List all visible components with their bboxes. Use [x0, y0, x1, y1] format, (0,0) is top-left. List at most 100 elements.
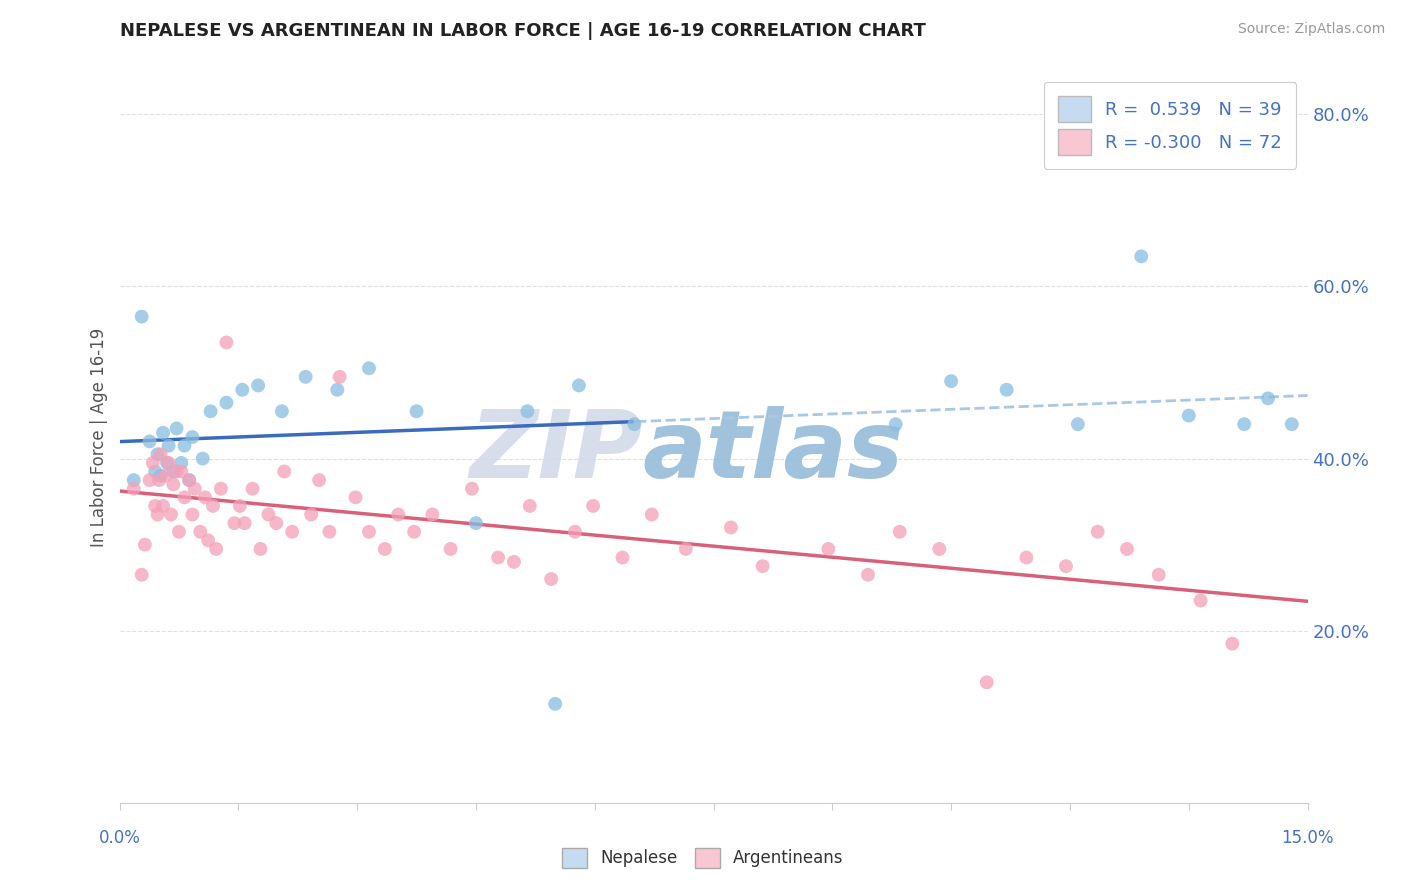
Point [162, 477, 184, 491]
Point [148, 473, 170, 487]
Point [1178, 409, 1201, 423]
Point [170, 465, 193, 479]
Point [191, 451, 214, 466]
Point [623, 417, 645, 432]
Point [344, 491, 367, 505]
Text: NEPALESE VS ARGENTINEAN IN LABOR FORCE | AGE 16-19 CORRELATION CHART: NEPALESE VS ARGENTINEAN IN LABOR FORCE |… [120, 22, 925, 40]
Point [200, 404, 222, 418]
Point [939, 374, 962, 388]
Point [404, 524, 426, 539]
Point [173, 439, 195, 453]
Point [486, 550, 509, 565]
Point [439, 541, 461, 556]
Point [201, 499, 224, 513]
Point [146, 447, 169, 461]
Point [568, 378, 591, 392]
Point [152, 425, 174, 440]
Point [149, 468, 172, 483]
Text: ZIP: ZIP [470, 406, 643, 498]
Point [134, 538, 156, 552]
Point [461, 482, 484, 496]
Point [1130, 249, 1153, 263]
Point [387, 508, 409, 522]
Point [166, 465, 188, 479]
Point [173, 491, 195, 505]
Point [156, 456, 179, 470]
Point [131, 310, 153, 324]
Point [197, 533, 219, 548]
Point [247, 378, 270, 392]
Point [1054, 559, 1077, 574]
Point [229, 499, 252, 513]
Point [1220, 637, 1243, 651]
Point [166, 421, 188, 435]
Point [308, 473, 330, 487]
Point [1147, 567, 1170, 582]
Point [1189, 593, 1212, 607]
Point [675, 541, 697, 556]
Point [564, 524, 586, 539]
Point [146, 508, 169, 522]
Point [143, 499, 166, 513]
Point [856, 567, 879, 582]
Point [544, 697, 567, 711]
Point [224, 516, 246, 530]
Point [155, 468, 177, 483]
Point [582, 499, 605, 513]
Point [503, 555, 526, 569]
Point [326, 383, 349, 397]
Legend: R =  0.539   N = 39, R = -0.300   N = 72: R = 0.539 N = 39, R = -0.300 N = 72 [1043, 82, 1296, 169]
Point [233, 516, 256, 530]
Point [329, 369, 352, 384]
Point [1257, 392, 1279, 406]
Point [162, 465, 184, 479]
Point [181, 430, 204, 444]
Point [720, 520, 742, 534]
Point [516, 404, 538, 418]
Point [167, 524, 190, 539]
Point [374, 541, 396, 556]
Point [179, 473, 201, 487]
Point [817, 541, 839, 556]
Point [1015, 550, 1038, 565]
Point [357, 361, 380, 376]
Point [464, 516, 488, 530]
Point [205, 541, 228, 556]
Point [519, 499, 541, 513]
Point [209, 482, 232, 496]
Point [641, 508, 664, 522]
Point [273, 465, 295, 479]
Point [405, 404, 427, 418]
Point [976, 675, 998, 690]
Point [1281, 417, 1303, 432]
Point [1233, 417, 1256, 432]
Point [122, 482, 145, 496]
Point [318, 524, 340, 539]
Point [270, 404, 292, 418]
Point [612, 550, 634, 565]
Point [138, 473, 160, 487]
Point [142, 456, 165, 470]
Point [751, 559, 773, 574]
Point [149, 447, 172, 461]
Text: atlas: atlas [643, 406, 904, 498]
Point [889, 524, 911, 539]
Point [143, 465, 166, 479]
Y-axis label: In Labor Force | Age 16-19: In Labor Force | Age 16-19 [90, 327, 108, 547]
Text: 15.0%: 15.0% [1281, 829, 1334, 847]
Point [184, 482, 207, 496]
Point [281, 524, 304, 539]
Point [170, 456, 193, 470]
Point [294, 369, 316, 384]
Point [1087, 524, 1109, 539]
Point [152, 499, 174, 513]
Legend: Nepalese, Argentineans: Nepalese, Argentineans [555, 841, 851, 875]
Point [249, 541, 271, 556]
Text: 0.0%: 0.0% [98, 829, 141, 847]
Point [995, 383, 1018, 397]
Point [242, 482, 264, 496]
Point [257, 508, 280, 522]
Point [357, 524, 380, 539]
Point [299, 508, 322, 522]
Point [157, 439, 180, 453]
